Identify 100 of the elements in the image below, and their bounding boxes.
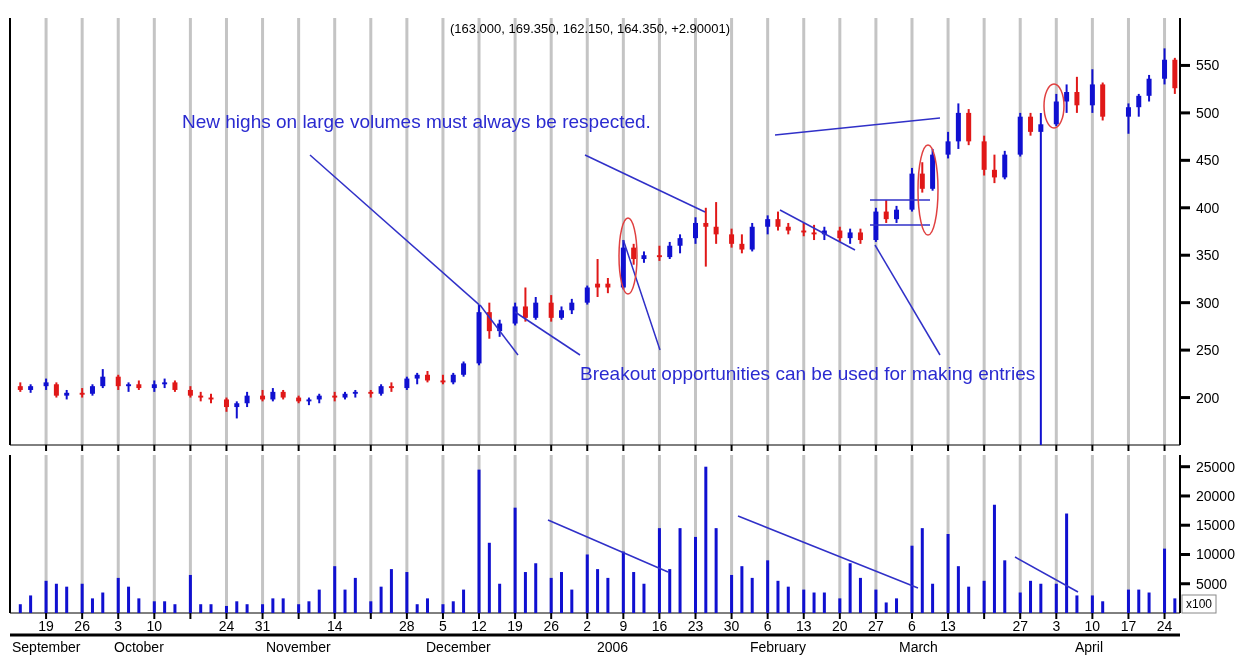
bar (90, 598, 94, 613)
bar (606, 577, 610, 613)
x-tick-label: 9 (619, 618, 628, 634)
y-tick-label: 400 (1196, 199, 1220, 216)
bar (549, 577, 553, 613)
x-tick-label: 24 (218, 618, 235, 634)
bar (137, 598, 141, 613)
candlestick (919, 161, 925, 194)
bar (931, 583, 935, 613)
bar (235, 601, 239, 613)
bar (199, 604, 203, 613)
x-tick-label: 10 (1084, 618, 1101, 634)
bar (848, 563, 852, 613)
annotation: Breakout opportunities can be used for making entries (580, 363, 1036, 384)
y-tick-label: 25000 (1196, 458, 1236, 475)
bar (415, 604, 419, 613)
text: November (266, 639, 331, 655)
bar (1147, 592, 1151, 613)
candlestick (522, 286, 528, 323)
bar (657, 528, 661, 613)
bar (127, 586, 131, 613)
y-tick-label: 20000 (1196, 487, 1236, 504)
bar (1065, 513, 1069, 613)
bar (389, 569, 393, 613)
bar (982, 580, 986, 613)
x-tick-label: 12 (471, 618, 488, 634)
candlestick (749, 221, 755, 253)
bar (694, 536, 698, 613)
candlestick (1038, 111, 1044, 446)
bar (261, 604, 265, 613)
candlestick (1136, 92, 1142, 118)
bar (776, 580, 780, 613)
y-tick-label: 450 (1196, 152, 1220, 169)
x-tick-label: 20 (832, 618, 848, 634)
bar (18, 604, 22, 613)
bar (44, 580, 48, 613)
bar (596, 569, 600, 613)
candlestick (1125, 102, 1131, 135)
x-tick-label: 30 (723, 618, 740, 634)
x-tick-label: 16 (651, 618, 668, 634)
candlestick (100, 368, 106, 390)
bar (946, 534, 950, 613)
bar (668, 569, 672, 613)
candlestick (729, 227, 735, 249)
bar (498, 583, 502, 613)
candlestick (775, 210, 781, 232)
bar (956, 566, 960, 613)
bar (585, 554, 589, 613)
x-tick-label: 17 (1120, 618, 1137, 634)
bar (621, 551, 625, 613)
y-tick-label: 5000 (1196, 575, 1228, 592)
bar (858, 577, 862, 613)
bar (405, 572, 409, 613)
x-tick-label: 10 (146, 618, 163, 634)
candlestick (1074, 75, 1080, 114)
candlestick (739, 233, 745, 255)
bar (1090, 595, 1094, 613)
bar (838, 598, 842, 613)
bar (513, 507, 517, 613)
bar (101, 592, 105, 613)
y-tick-label: 200 (1196, 389, 1220, 406)
bar (910, 545, 914, 613)
bar (271, 598, 275, 613)
bar (523, 572, 527, 613)
bar (152, 601, 156, 613)
bar (730, 574, 734, 613)
y-tick-label: 350 (1196, 247, 1220, 264)
text: December (426, 639, 491, 655)
bar (920, 528, 924, 613)
candlestick (1053, 92, 1059, 128)
bar (766, 560, 770, 613)
x-tick-label: 23 (687, 618, 704, 634)
candlestick (1064, 83, 1070, 114)
bar (632, 572, 636, 613)
text: September (12, 639, 81, 655)
bar (451, 601, 455, 613)
bar (1173, 598, 1177, 613)
candlestick (713, 201, 719, 245)
x-tick-label: 2 (583, 618, 592, 634)
x-tick-label: 14 (326, 618, 343, 634)
bar (967, 586, 971, 613)
text: 2006 (597, 639, 629, 655)
x-tick-label: 27 (868, 618, 884, 634)
candlestick (677, 233, 683, 255)
x-tick-label: 13 (940, 618, 957, 634)
bar (822, 592, 826, 613)
candlestick (1146, 73, 1152, 103)
candlestick (548, 294, 554, 323)
bar (1018, 592, 1022, 613)
chart-title: (163.000, 169.350, 162.150, 164.350, +2.90001) (449, 21, 731, 36)
x-tick-label: 26 (74, 618, 91, 634)
candlestick (533, 295, 539, 321)
bar (441, 604, 445, 613)
bar (534, 563, 538, 613)
text: March (899, 639, 938, 655)
candlestick (765, 214, 771, 236)
bar (1039, 583, 1043, 613)
candlestick (945, 130, 951, 160)
bar (477, 469, 481, 613)
candlestick (991, 153, 997, 185)
